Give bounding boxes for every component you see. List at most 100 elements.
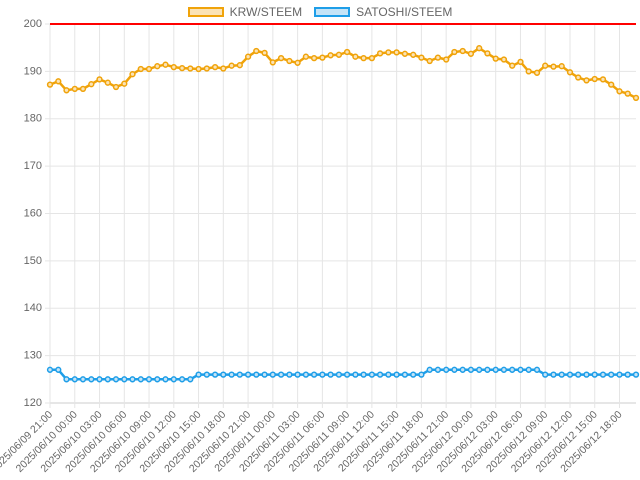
data-point-satoshi-steem — [253, 371, 260, 378]
data-point-satoshi-steem — [79, 376, 87, 383]
data-point-satoshi-steem — [96, 376, 103, 383]
legend-label-satoshi-steem: SATOSHI/STEEM — [356, 5, 453, 19]
data-point-satoshi-steem — [236, 371, 243, 378]
data-point-krw-steem — [509, 62, 516, 69]
data-point-krw-steem — [71, 85, 78, 93]
data-point-krw-steem — [187, 65, 194, 72]
data-point-satoshi-steem — [129, 376, 136, 383]
data-point-satoshi-steem — [542, 371, 549, 378]
data-point-krw-steem — [170, 63, 177, 71]
series-line-krw-steem — [49, 46, 637, 100]
data-point-krw-steem — [178, 64, 186, 72]
data-point-krw-steem — [286, 57, 293, 65]
data-point-krw-steem — [121, 80, 128, 87]
data-point-satoshi-steem — [393, 371, 400, 378]
y-tick-label: 130 — [24, 350, 42, 362]
data-point-krw-steem — [63, 87, 70, 94]
y-tick-label: 190 — [24, 65, 42, 77]
data-point-satoshi-steem — [228, 371, 235, 378]
data-point-krw-steem — [79, 85, 87, 93]
data-point-krw-steem — [46, 81, 54, 88]
legend-swatch-satoshi-steem — [314, 7, 351, 17]
y-tick-label: 120 — [24, 397, 42, 409]
data-point-satoshi-steem — [178, 376, 186, 383]
data-point-krw-steem — [162, 61, 169, 68]
data-point-satoshi-steem — [203, 371, 210, 378]
data-point-krw-steem — [443, 56, 450, 63]
data-point-satoshi-steem — [525, 366, 532, 373]
data-point-krw-steem — [310, 54, 318, 62]
data-point-krw-steem — [591, 75, 598, 83]
legend-item-krw-steem[interactable]: KRW/STEEM — [187, 4, 303, 20]
series-satoshi-steem — [46, 366, 640, 383]
data-point-satoshi-steem — [137, 376, 144, 383]
data-point-satoshi-steem — [294, 371, 301, 378]
data-point-krw-steem — [467, 50, 475, 57]
data-point-satoshi-steem — [269, 371, 276, 378]
data-point-krw-steem — [624, 90, 631, 97]
data-point-satoshi-steem — [410, 371, 417, 378]
data-point-satoshi-steem — [319, 371, 326, 378]
data-point-satoshi-steem — [608, 371, 615, 378]
data-point-satoshi-steem — [426, 366, 433, 373]
data-point-krw-steem — [145, 65, 153, 73]
y-axis-ticks: 120 130 140 150 160 170 180 190 200 — [24, 18, 42, 409]
data-point-krw-steem — [492, 55, 499, 62]
data-point-krw-steem — [104, 79, 111, 86]
data-point-satoshi-steem — [360, 371, 367, 378]
legend-label-krw-steem: KRW/STEEM — [229, 5, 303, 19]
data-point-krw-steem — [376, 50, 384, 57]
data-point-satoshi-steem — [121, 376, 128, 383]
data-point-satoshi-steem — [352, 371, 359, 378]
data-point-krw-steem — [401, 50, 409, 57]
data-point-krw-steem — [583, 77, 590, 84]
data-point-satoshi-steem — [343, 371, 351, 378]
series-layer — [46, 45, 640, 383]
data-point-satoshi-steem — [46, 366, 54, 373]
data-point-krw-steem — [112, 83, 120, 91]
data-point-krw-steem — [484, 50, 491, 57]
series-krw-steem — [46, 45, 640, 102]
y-tick-label: 180 — [24, 113, 42, 125]
legend-item-satoshi-steem[interactable]: SATOSHI/STEEM — [314, 4, 452, 20]
data-point-satoshi-steem — [484, 366, 491, 373]
data-point-satoshi-steem — [624, 371, 631, 378]
legend-swatch-krw-steem — [187, 7, 224, 17]
data-point-krw-steem — [195, 65, 202, 73]
data-point-krw-steem — [575, 74, 582, 81]
data-point-krw-steem — [616, 88, 623, 95]
data-point-krw-steem — [137, 65, 144, 73]
data-point-satoshi-steem — [286, 371, 293, 378]
y-tick-label: 200 — [24, 18, 42, 30]
data-point-satoshi-steem — [261, 371, 268, 378]
data-point-krw-steem — [542, 62, 549, 69]
data-point-krw-steem — [302, 53, 310, 60]
data-point-krw-steem — [96, 76, 103, 83]
data-point-krw-steem — [244, 53, 252, 60]
data-point-satoshi-steem — [509, 366, 516, 373]
data-point-satoshi-steem — [195, 371, 202, 378]
y-tick-label: 160 — [24, 207, 42, 219]
data-point-satoshi-steem — [162, 376, 169, 383]
data-point-krw-steem — [566, 69, 574, 76]
data-point-krw-steem — [55, 78, 62, 85]
data-point-krw-steem — [525, 68, 532, 75]
data-point-satoshi-steem — [302, 371, 310, 378]
data-point-satoshi-steem — [500, 366, 508, 373]
data-point-satoshi-steem — [71, 376, 78, 383]
data-point-satoshi-steem — [112, 376, 120, 383]
data-point-satoshi-steem — [401, 371, 409, 378]
data-point-satoshi-steem — [244, 371, 252, 378]
data-point-satoshi-steem — [211, 371, 219, 378]
data-point-krw-steem — [154, 63, 161, 70]
data-point-satoshi-steem — [459, 366, 466, 373]
data-point-satoshi-steem — [492, 366, 499, 373]
data-point-satoshi-steem — [154, 376, 161, 383]
data-point-satoshi-steem — [418, 371, 425, 378]
data-point-satoshi-steem — [616, 371, 623, 378]
data-point-satoshi-steem — [104, 376, 111, 383]
data-point-satoshi-steem — [476, 366, 483, 373]
data-point-krw-steem — [211, 63, 219, 71]
